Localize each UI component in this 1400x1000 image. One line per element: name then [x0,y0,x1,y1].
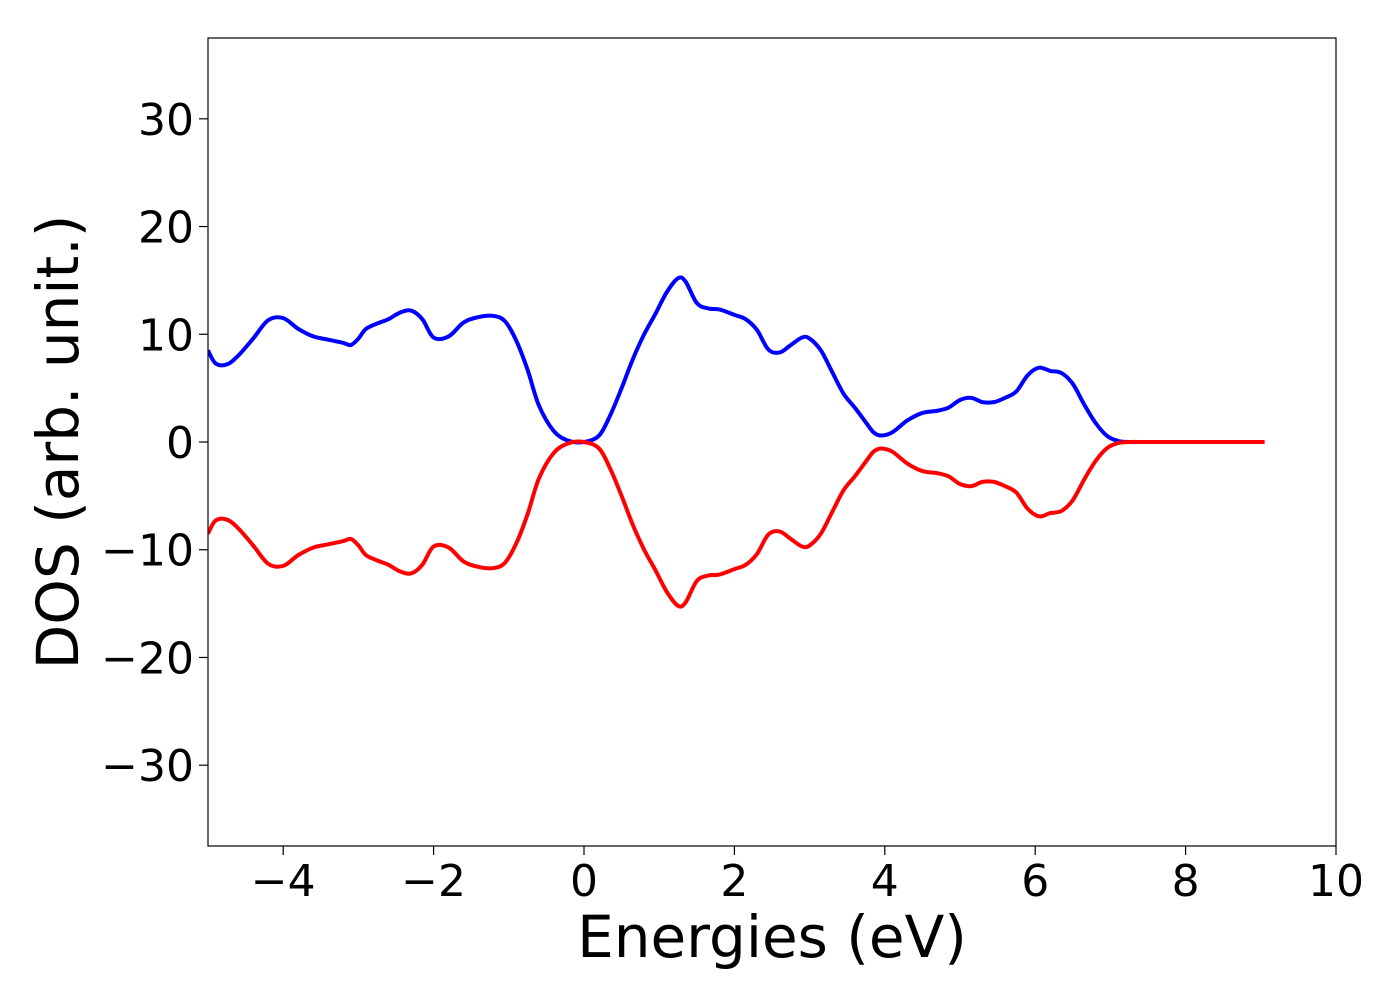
x-tick-label: 10 [1308,856,1364,907]
x-tick-label: 6 [1021,856,1049,907]
series-line-1 [208,275,1265,445]
series-layer [208,275,1265,609]
series-line-2 [208,439,1265,609]
y-axis-label: DOS (arb. unit.) [24,215,92,670]
y-tick-label: 10 [138,310,194,361]
x-tick-label: −2 [401,856,466,907]
y-axis: −30 −20 −10 0 10 20 30 [101,95,208,792]
x-tick-label: 4 [871,856,899,907]
y-tick-label: 30 [138,95,194,146]
x-tick-label: 0 [570,856,598,907]
y-tick-label: −30 [101,741,194,792]
y-tick-label: −20 [101,633,194,684]
y-tick-label: −10 [101,526,194,577]
x-axis: −4 −2 0 2 4 6 8 10 [251,846,1364,907]
x-tick-label: −4 [251,856,316,907]
x-tick-label: 2 [720,856,748,907]
y-tick-label: 0 [166,418,194,469]
y-tick-label: 20 [138,203,194,254]
x-tick-label: 8 [1172,856,1200,907]
x-axis-label: Energies (eV) [577,903,967,971]
